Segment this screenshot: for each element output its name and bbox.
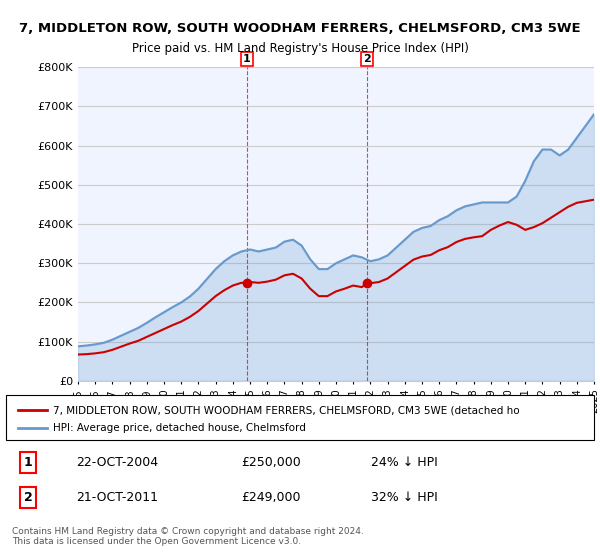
Text: 2: 2 <box>23 491 32 504</box>
Text: £249,000: £249,000 <box>241 491 301 504</box>
Text: Contains HM Land Registry data © Crown copyright and database right 2024.
This d: Contains HM Land Registry data © Crown c… <box>12 526 364 546</box>
Text: 2: 2 <box>363 54 371 64</box>
Text: Price paid vs. HM Land Registry's House Price Index (HPI): Price paid vs. HM Land Registry's House … <box>131 42 469 55</box>
Text: 21-OCT-2011: 21-OCT-2011 <box>77 491 158 504</box>
Text: 24% ↓ HPI: 24% ↓ HPI <box>371 456 437 469</box>
Text: £250,000: £250,000 <box>241 456 301 469</box>
Text: 1: 1 <box>23 456 32 469</box>
Text: 7, MIDDLETON ROW, SOUTH WOODHAM FERRERS, CHELMSFORD, CM3 5WE (detached ho: 7, MIDDLETON ROW, SOUTH WOODHAM FERRERS,… <box>53 405 520 416</box>
Text: HPI: Average price, detached house, Chelmsford: HPI: Average price, detached house, Chel… <box>53 423 306 433</box>
Text: 32% ↓ HPI: 32% ↓ HPI <box>371 491 437 504</box>
Text: 1: 1 <box>242 54 251 67</box>
Text: 2: 2 <box>363 54 371 67</box>
FancyBboxPatch shape <box>6 395 594 440</box>
Text: 1: 1 <box>243 54 251 64</box>
Text: 7, MIDDLETON ROW, SOUTH WOODHAM FERRERS, CHELMSFORD, CM3 5WE: 7, MIDDLETON ROW, SOUTH WOODHAM FERRERS,… <box>19 22 581 35</box>
Text: 22-OCT-2004: 22-OCT-2004 <box>77 456 158 469</box>
